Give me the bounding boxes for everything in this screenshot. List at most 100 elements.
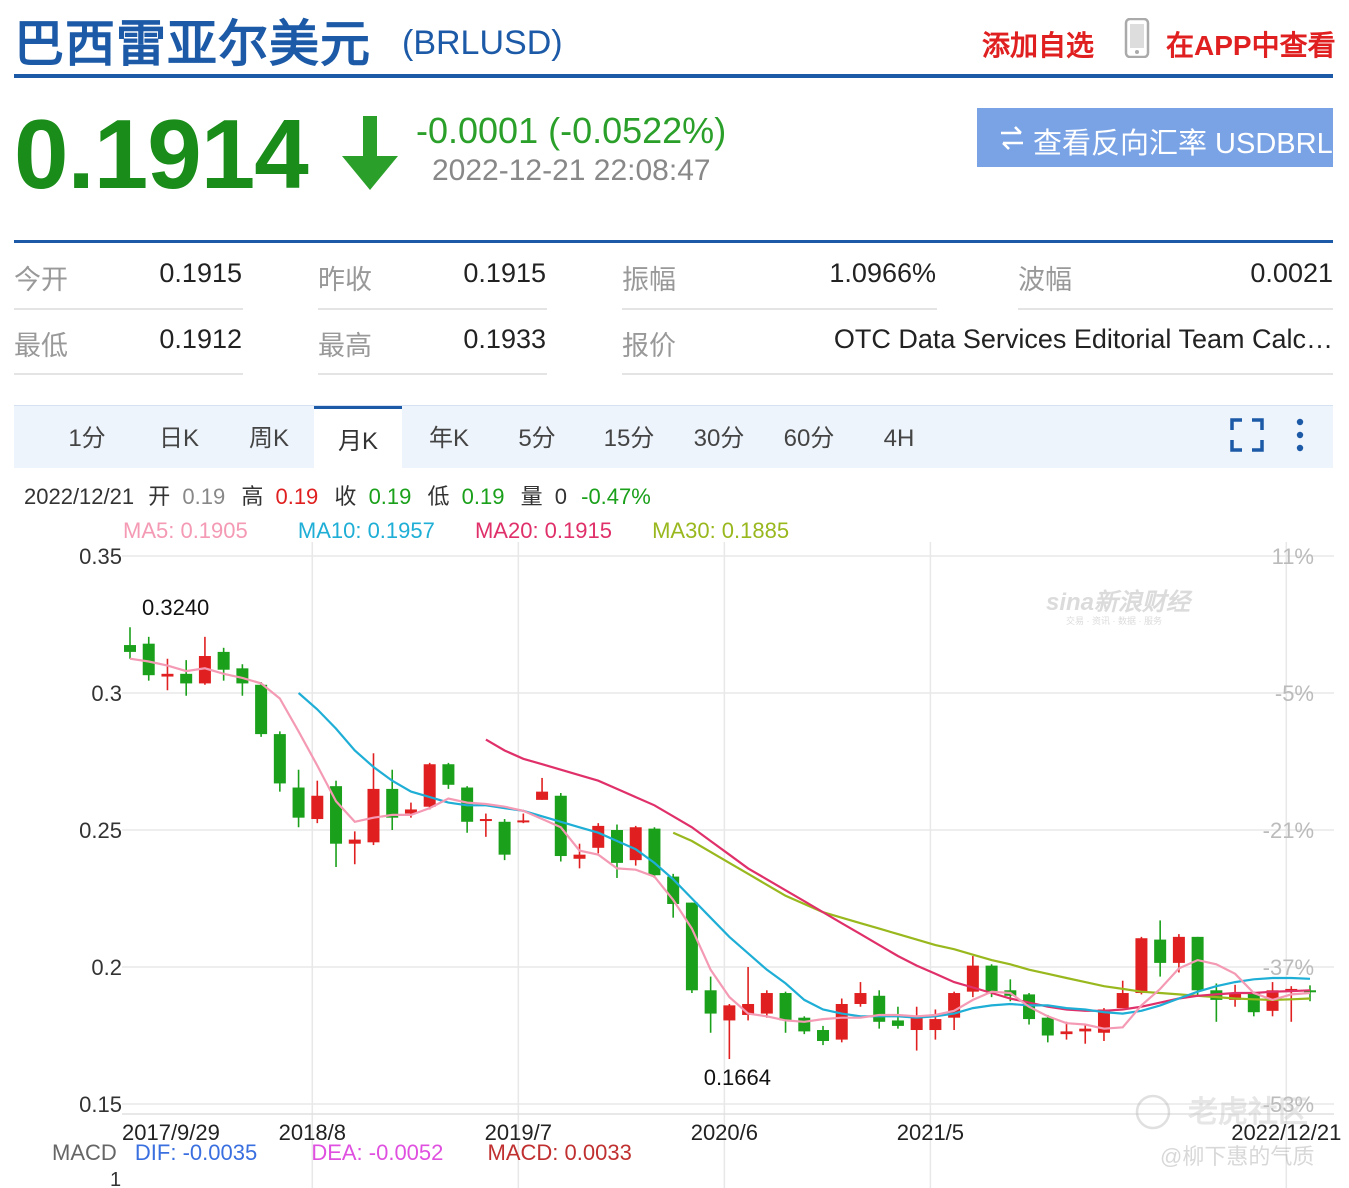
tab-60min[interactable]: 60分 — [783, 425, 835, 452]
reverse-rate-button[interactable]: 查看反向汇率 USDBRL — [977, 108, 1333, 167]
tab-weekly[interactable]: 周K — [248, 425, 289, 452]
candle-body — [330, 786, 343, 844]
page-title: 巴西雷亚尔美元 — [14, 16, 371, 72]
watermark-sub: 交易 · 资讯 · 数据 · 服务 — [1066, 615, 1162, 626]
y-tick-label: 0.15 — [79, 1092, 122, 1117]
right-tick-label: -21% — [1263, 818, 1314, 843]
x-tick-label: 2022/12/21 — [1231, 1120, 1341, 1145]
right-tick-label: -5% — [1275, 681, 1314, 706]
y-tick-label: 0.2 — [91, 955, 122, 980]
info-high: 0.19 — [275, 484, 318, 509]
stat-high-value: 0.1933 — [463, 324, 546, 354]
x-tick-label: 2021/5 — [897, 1120, 964, 1145]
watermark-forum: 老虎社区 — [1188, 1096, 1308, 1129]
plot-area — [122, 542, 1334, 1188]
tab-yearly[interactable]: 年K — [428, 425, 469, 452]
fullscreen-icon[interactable] — [1230, 418, 1264, 452]
tab-daily[interactable]: 日K — [158, 425, 199, 452]
candle-body — [1041, 1017, 1054, 1036]
watermark-brand: sina新浪财经 — [1046, 589, 1193, 616]
ma10-legend: MA10: 0.1957 — [298, 518, 435, 543]
stat-prev-close-label: 昨收 — [318, 265, 372, 295]
candle — [817, 1025, 830, 1046]
tab-5min[interactable]: 5分 — [518, 425, 556, 452]
candle-body — [629, 827, 642, 861]
info-low: 0.19 — [462, 484, 505, 509]
ma20-legend: MA20: 0.1915 — [475, 518, 612, 543]
candle — [779, 991, 792, 1033]
candle-body — [442, 764, 455, 785]
tab-1min[interactable]: 1分 — [68, 425, 106, 452]
candle — [723, 1003, 736, 1060]
candle-body — [1172, 936, 1185, 963]
candle-body — [1079, 1028, 1092, 1032]
stat-range-value: 0.0021 — [1250, 258, 1333, 288]
forum-logo-icon — [1135, 1094, 1171, 1130]
candle — [442, 762, 455, 789]
candle — [498, 819, 511, 861]
candle — [1247, 991, 1260, 1017]
candle — [1191, 936, 1204, 996]
candle-body — [817, 1030, 830, 1041]
ma-legend: MA5: 0.1905 MA10: 0.1957 MA20: 0.1915 MA… — [123, 518, 789, 543]
candle-body — [873, 995, 886, 1022]
tab-15min[interactable]: 15分 — [603, 425, 655, 452]
tab-monthly[interactable]: 月K — [314, 406, 402, 471]
candle-body — [1247, 993, 1260, 1013]
x-tick-label: 2020/6 — [691, 1120, 758, 1145]
moving-averages — [129, 657, 1311, 1030]
candle — [1079, 1024, 1092, 1044]
chart-grid — [122, 542, 1334, 1188]
stat-amplitude-label: 振幅 — [622, 265, 676, 295]
candle — [1154, 920, 1167, 977]
candle — [910, 1006, 923, 1051]
candle-body — [648, 828, 661, 876]
candle-body — [273, 734, 286, 784]
stat-divider — [622, 308, 937, 310]
info-volume: 0 — [555, 484, 567, 509]
stat-prev-close-value: 0.1915 — [463, 258, 546, 288]
ma30-legend: MA30: 0.1885 — [652, 518, 789, 543]
candle — [573, 843, 586, 869]
candle-body — [723, 1005, 736, 1021]
quote-divider — [14, 240, 1333, 243]
phone-icon[interactable] — [1124, 18, 1150, 58]
symbol-code: (BRLUSD) — [402, 24, 563, 62]
stat-divider — [622, 373, 1333, 375]
candle-body — [311, 795, 324, 820]
macd-dif: DIF: -0.0035 — [135, 1140, 257, 1165]
more-options-icon[interactable] — [1294, 418, 1306, 452]
candle-body — [142, 643, 155, 676]
candle — [217, 647, 230, 681]
stat-source-label: 报价 — [622, 331, 676, 361]
stat-low-value: 0.1912 — [159, 324, 242, 354]
macd-axis-label: 1 — [110, 1169, 121, 1188]
candle-body — [1135, 938, 1148, 994]
candle-body — [517, 820, 530, 823]
info-open: 0.19 — [182, 484, 225, 509]
info-volume-label: 量 — [521, 484, 543, 509]
add-favorite-button[interactable]: 添加自选 — [982, 30, 1095, 61]
candle — [760, 990, 773, 1018]
header-divider — [14, 74, 1333, 78]
y-tick-label: 0.25 — [79, 818, 122, 843]
tab-4h[interactable]: 4H — [883, 425, 915, 452]
info-low-label: 低 — [428, 484, 450, 509]
candle — [1229, 984, 1242, 1007]
tab-30min[interactable]: 30分 — [693, 425, 745, 452]
candle — [311, 780, 324, 824]
candle-body — [835, 1003, 848, 1040]
view-in-app-link[interactable]: 在APP中查看 — [1166, 30, 1336, 61]
candle-body — [1285, 988, 1298, 991]
right-tick-label: -53% — [1263, 1092, 1314, 1117]
candle-body — [124, 645, 136, 652]
candle-body — [180, 673, 193, 684]
candle-body — [404, 809, 417, 814]
candle-body — [1191, 936, 1204, 991]
stat-low-label: 最低 — [14, 331, 68, 361]
quote-timestamp: 2022-12-21 22:08:47 — [432, 154, 711, 187]
candle-body — [292, 787, 305, 818]
forum-watermark: 老虎社区 @柳下惠的气质 — [1135, 1094, 1314, 1169]
candle — [255, 682, 268, 737]
stat-high-label: 最高 — [318, 331, 372, 361]
